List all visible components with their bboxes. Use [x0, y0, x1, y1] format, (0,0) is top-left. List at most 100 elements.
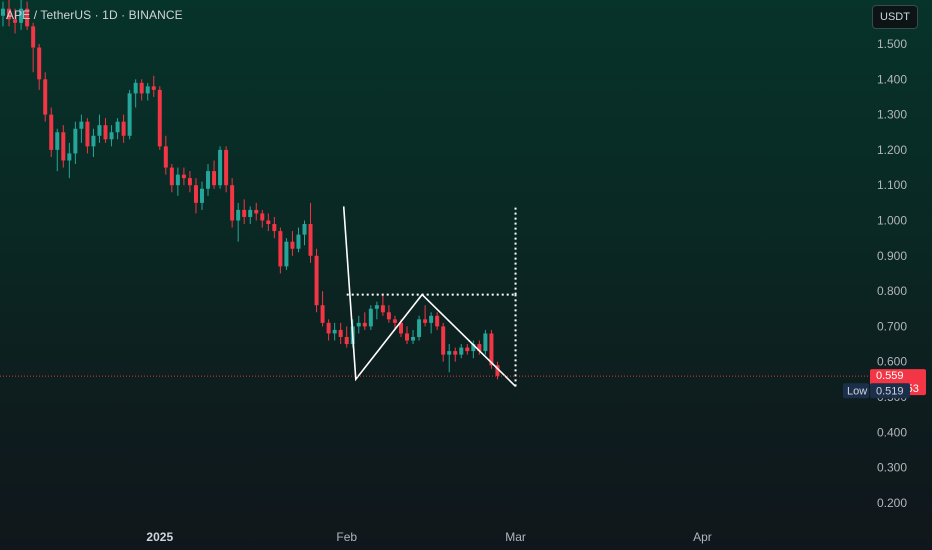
- candle-body: [206, 171, 211, 189]
- candle-body: [435, 315, 440, 327]
- candle-body: [471, 344, 476, 352]
- candle-body: [332, 329, 337, 334]
- candle-body: [483, 333, 488, 352]
- candle-body: [465, 347, 470, 352]
- candle-body: [85, 121, 90, 147]
- candle-body: [326, 322, 331, 334]
- y-axis-tick-label: 0.200: [877, 496, 907, 510]
- candle-body: [91, 135, 96, 147]
- candle-body: [362, 322, 367, 327]
- y-axis-tick-label: 0.600: [877, 355, 907, 369]
- candle-body: [489, 333, 494, 366]
- y-axis-tick-label: 0.300: [877, 461, 907, 475]
- x-axis-tick-label: 2025: [146, 530, 173, 544]
- candle-body: [230, 185, 235, 221]
- candle-body: [169, 167, 174, 186]
- candle-body: [157, 89, 162, 147]
- candle-body: [109, 132, 114, 140]
- candle-body: [13, 19, 18, 23]
- candle-body: [254, 209, 259, 214]
- candle-body: [417, 319, 422, 337]
- candle-body: [398, 322, 403, 334]
- candle-body: [37, 47, 42, 80]
- candle-body: [1, 8, 5, 16]
- candle-body: [248, 209, 253, 217]
- candle-body: [127, 93, 132, 136]
- candle-body: [19, 8, 24, 23]
- candle-body: [296, 234, 301, 249]
- candle-body: [49, 114, 54, 150]
- candle-body: [242, 209, 247, 217]
- candle-body: [344, 336, 349, 345]
- candle-body: [236, 209, 241, 221]
- candle-body: [459, 347, 464, 355]
- low-label: Low: [847, 385, 867, 397]
- y-axis-tick-label: 1.200: [877, 143, 907, 157]
- candle-body: [121, 121, 126, 136]
- candle-body: [392, 319, 397, 323]
- candle-body: [7, 8, 12, 20]
- candle-body: [290, 241, 295, 249]
- low-value: 0.519: [876, 385, 904, 397]
- candle-body: [133, 82, 138, 94]
- candle-body: [163, 146, 168, 168]
- y-axis-tick-label: 1.500: [877, 37, 907, 51]
- candle-body: [338, 329, 343, 337]
- y-axis-tick-label: 1.300: [877, 108, 907, 122]
- candle-body: [284, 241, 289, 267]
- candle-body: [181, 174, 186, 179]
- y-axis-tick-label: 0.400: [877, 425, 907, 439]
- candle-body: [429, 315, 434, 323]
- candle-body: [67, 153, 72, 161]
- candle-body: [314, 255, 319, 306]
- candle-body: [380, 305, 385, 313]
- candle-body: [453, 351, 458, 355]
- y-axis-tick-label: 1.000: [877, 214, 907, 228]
- candle-body: [411, 336, 416, 341]
- candle-body: [61, 132, 66, 161]
- x-axis-tick-label: Mar: [505, 530, 526, 544]
- y-axis-tick-label: 0.700: [877, 319, 907, 333]
- candle-body: [495, 365, 500, 376]
- candle-body: [145, 86, 150, 94]
- y-axis-tick-label: 0.900: [877, 249, 907, 263]
- candle-body: [115, 121, 120, 133]
- candle-body: [103, 125, 108, 140]
- currency-button[interactable]: USDT: [872, 5, 918, 29]
- candle-body: [97, 125, 102, 136]
- candle-body: [139, 82, 144, 94]
- candle-body: [218, 149, 223, 186]
- candle-body: [151, 86, 156, 90]
- low-value-box: [870, 383, 910, 399]
- candle-body: [260, 213, 265, 221]
- x-axis-tick-label: Apr: [693, 530, 712, 544]
- candle-body: [224, 149, 229, 186]
- candle-body: [356, 322, 361, 327]
- y-axis-tick-label: 0.800: [877, 284, 907, 298]
- candle-body: [212, 171, 217, 186]
- candle-body: [25, 8, 30, 27]
- candle-body: [79, 121, 84, 129]
- candle-body: [272, 224, 277, 232]
- y-axis-tick-label: 1.400: [877, 72, 907, 86]
- candle-body: [73, 128, 78, 154]
- candle-body: [386, 312, 391, 320]
- candle-body: [31, 26, 36, 48]
- candle-body: [447, 351, 452, 355]
- candle-body: [55, 132, 60, 150]
- y-axis-tick-label: 1.100: [877, 178, 907, 192]
- candle-body: [187, 178, 192, 186]
- candle-body: [368, 308, 373, 327]
- pattern-trend-line: [342, 206, 517, 387]
- candle-body: [43, 79, 48, 115]
- candle-body: [175, 174, 180, 186]
- symbol-title: APE / TetherUS · 1D · BINANCE: [6, 8, 183, 22]
- x-axis-tick-label: Feb: [336, 530, 357, 544]
- candle-body: [278, 231, 283, 267]
- candle-body: [441, 326, 446, 355]
- candle-body: [477, 344, 482, 352]
- candle-body: [308, 224, 313, 256]
- candle-body: [320, 305, 325, 323]
